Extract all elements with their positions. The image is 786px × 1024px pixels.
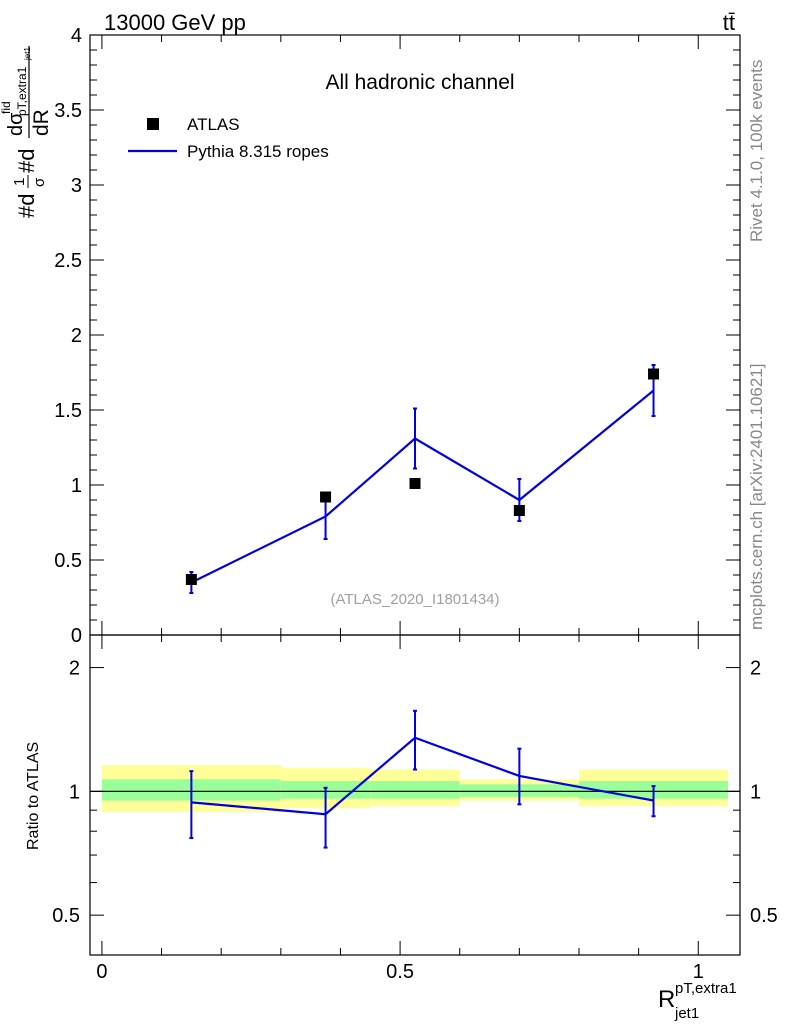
legend: ATLAS Pythia 8.315 ropes [128, 115, 329, 161]
y-label-frac2-sup: fid [0, 101, 13, 114]
ratio-y-tick-label-left: 2 [69, 658, 80, 680]
x-label-sub: jet1 [674, 1005, 699, 1022]
main-y-tick-label: 0 [71, 625, 82, 647]
y-label-frac1-num: 1 [11, 178, 28, 186]
main-atlas-series [185, 368, 660, 585]
ratio-inner-band [370, 780, 460, 799]
main-y-tick-label: 2 [71, 325, 82, 347]
main-axis-ticks [90, 34, 740, 636]
atlas-data-point [320, 491, 332, 503]
main-y-tick-label: 0.5 [54, 550, 82, 572]
ratio-y-tick-label-right: 1 [750, 781, 761, 803]
main-panel: 0 0.5 1 1.5 2 2.5 3 3.5 4 All hadronic channel (… [54, 25, 741, 647]
main-y-axis-label: #d 1 σ #d dσ fid pT,extra1 jet1 dR [0, 46, 53, 218]
ratio-y-tick-label-left: 1 [69, 781, 80, 803]
ratio-panel: 0.5 0.5 1 1 2 2 [52, 634, 778, 956]
main-y-tick-label: 1 [71, 475, 82, 497]
rivet-info-label: Rivet 4.1.0, 100k events [747, 60, 766, 242]
mc-series-line [190, 389, 655, 584]
main-y-tick-label: 1.5 [54, 400, 82, 422]
atlas-data-point [513, 505, 525, 516]
atlas-data-point [409, 478, 421, 489]
x-label-sup: pT,extra1 [675, 980, 737, 997]
legend-pythia-label: Pythia 8.315 ropes [187, 142, 329, 161]
x-axis-label: R pT,extra1 jet1 [658, 980, 737, 1022]
ratio-y-tick-label-right: 2 [750, 658, 761, 680]
x-tick-label: 0.5 [386, 961, 414, 983]
header-process-label: tt̄ [723, 10, 735, 35]
ratio-axis-ticks [90, 635, 740, 956]
analysis-id-label: (ATLAS_2020_I1801434) [330, 591, 499, 608]
header-energy-label: 13000 GeV pp [104, 10, 246, 35]
main-y-tick-label: 2.5 [54, 250, 82, 272]
x-tick-label: 0 [96, 961, 107, 983]
y-label-frac1-den: σ [31, 177, 48, 187]
ratio-uncertainty-bands [101, 764, 729, 813]
ratio-y-tick-labels: 0.5 0.5 1 1 2 2 [52, 658, 778, 928]
ratio-panel-frame [89, 634, 741, 956]
mcplots-credit-label: mcplots.cern.ch [arXiv:2401.10621] [747, 364, 766, 630]
ratio-y-tick-label-left: 0.5 [52, 905, 80, 927]
atlas-data-point [648, 368, 660, 380]
chart-title: All hadronic channel [325, 71, 514, 94]
legend-atlas-marker [147, 118, 159, 130]
main-y-tick-labels: 0 0.5 1 1.5 2 2.5 3 3.5 4 [54, 25, 82, 647]
atlas-data-point [185, 574, 197, 585]
main-y-tick-label: 4 [71, 25, 82, 47]
y-label-d1: #d [14, 194, 39, 218]
y-label-frac2-den: dR [30, 109, 53, 136]
legend-atlas-label: ATLAS [187, 115, 240, 134]
y-label-d2: #d [14, 149, 39, 173]
x-tick-labels: 0 0.5 1 [96, 961, 703, 983]
ratio-y-tick-label-right: 0.5 [750, 905, 778, 927]
main-mc-series [189, 364, 656, 594]
main-y-tick-label: 3.5 [54, 100, 82, 122]
main-y-tick-label: 3 [71, 175, 82, 197]
y-label-frac2-num: dσ [5, 112, 27, 136]
ratio-mc-series [189, 709, 656, 849]
y-label-frac2-subsub: jet1 [23, 47, 32, 61]
ratio-y-axis-label: Ratio to ATLAS [25, 742, 42, 850]
x-label-main: R [658, 986, 675, 1013]
y-label-frac2-sub: pT,extra1 [15, 66, 29, 116]
x-tick-label: 1 [693, 961, 704, 983]
